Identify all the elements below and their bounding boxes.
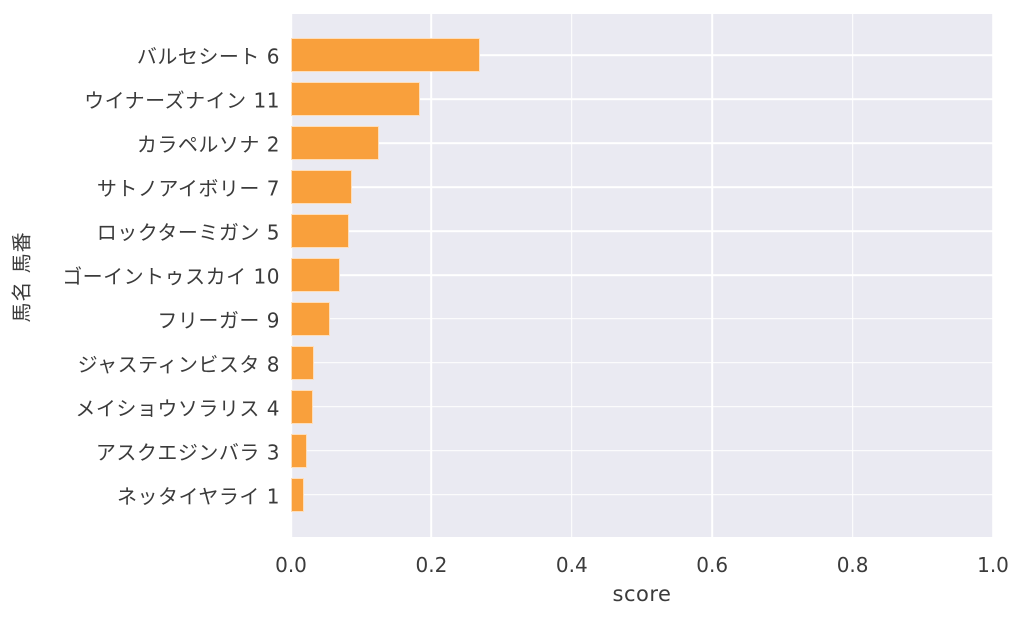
gridline-horizontal [291,405,993,408]
bar [291,126,380,161]
category-label: カラペルソナ 2 [136,132,280,157]
gridline-horizontal [291,230,993,232]
gridline-horizontal [291,98,993,101]
gridline-horizontal [291,274,993,276]
category-label: フリーガー 9 [157,308,280,333]
gridline-horizontal [291,449,993,452]
gridline-horizontal [291,54,993,57]
bar [291,389,314,424]
x-tick-label: 1.0 [977,553,1009,577]
gridline-horizontal [291,142,993,144]
category-label: アスクエジンバラ 3 [95,440,280,465]
category-label: バルセシート 6 [136,44,280,69]
category-label: ウイナーズナイン 11 [84,88,280,113]
bar [291,301,330,336]
plot-area [291,14,993,537]
x-tick-label: 0.0 [275,553,307,577]
y-category-labels: バルセシート 6 ウイナーズナイン 11 カラペルソナ 2 サトノアイボリー 7 ロック… [0,14,280,537]
x-tick-label: 0.4 [555,553,588,577]
category-label: メイショウソラリス 4 [75,396,280,421]
x-tick-row: 0.0 0.2 0.4 0.6 0.8 1.0 [275,550,1009,580]
category-label: ジャスティンビスタ 8 [77,352,280,377]
bar [291,345,315,380]
category-label: ネッタイヤライ 1 [117,484,280,509]
x-axis-title: score [612,582,672,606]
category-label: サトノアイボリー 7 [96,176,280,201]
bar [291,433,308,468]
bar [291,214,350,249]
gridline-horizontal [291,186,993,188]
bar [291,477,304,512]
gridline-horizontal [291,493,993,496]
bar [291,38,480,73]
x-tick-label: 0.6 [696,553,729,577]
bar [291,82,421,117]
bar [291,170,353,205]
gridline-horizontal [291,318,993,320]
category-label: ゴーイントゥスカイ 10 [62,264,280,289]
gridline-horizontal [291,362,993,364]
x-tick-label: 0.2 [415,553,448,577]
category-label: ロックターミガン 5 [96,220,280,245]
bar [291,257,341,292]
x-tick-label: 0.8 [836,553,869,577]
